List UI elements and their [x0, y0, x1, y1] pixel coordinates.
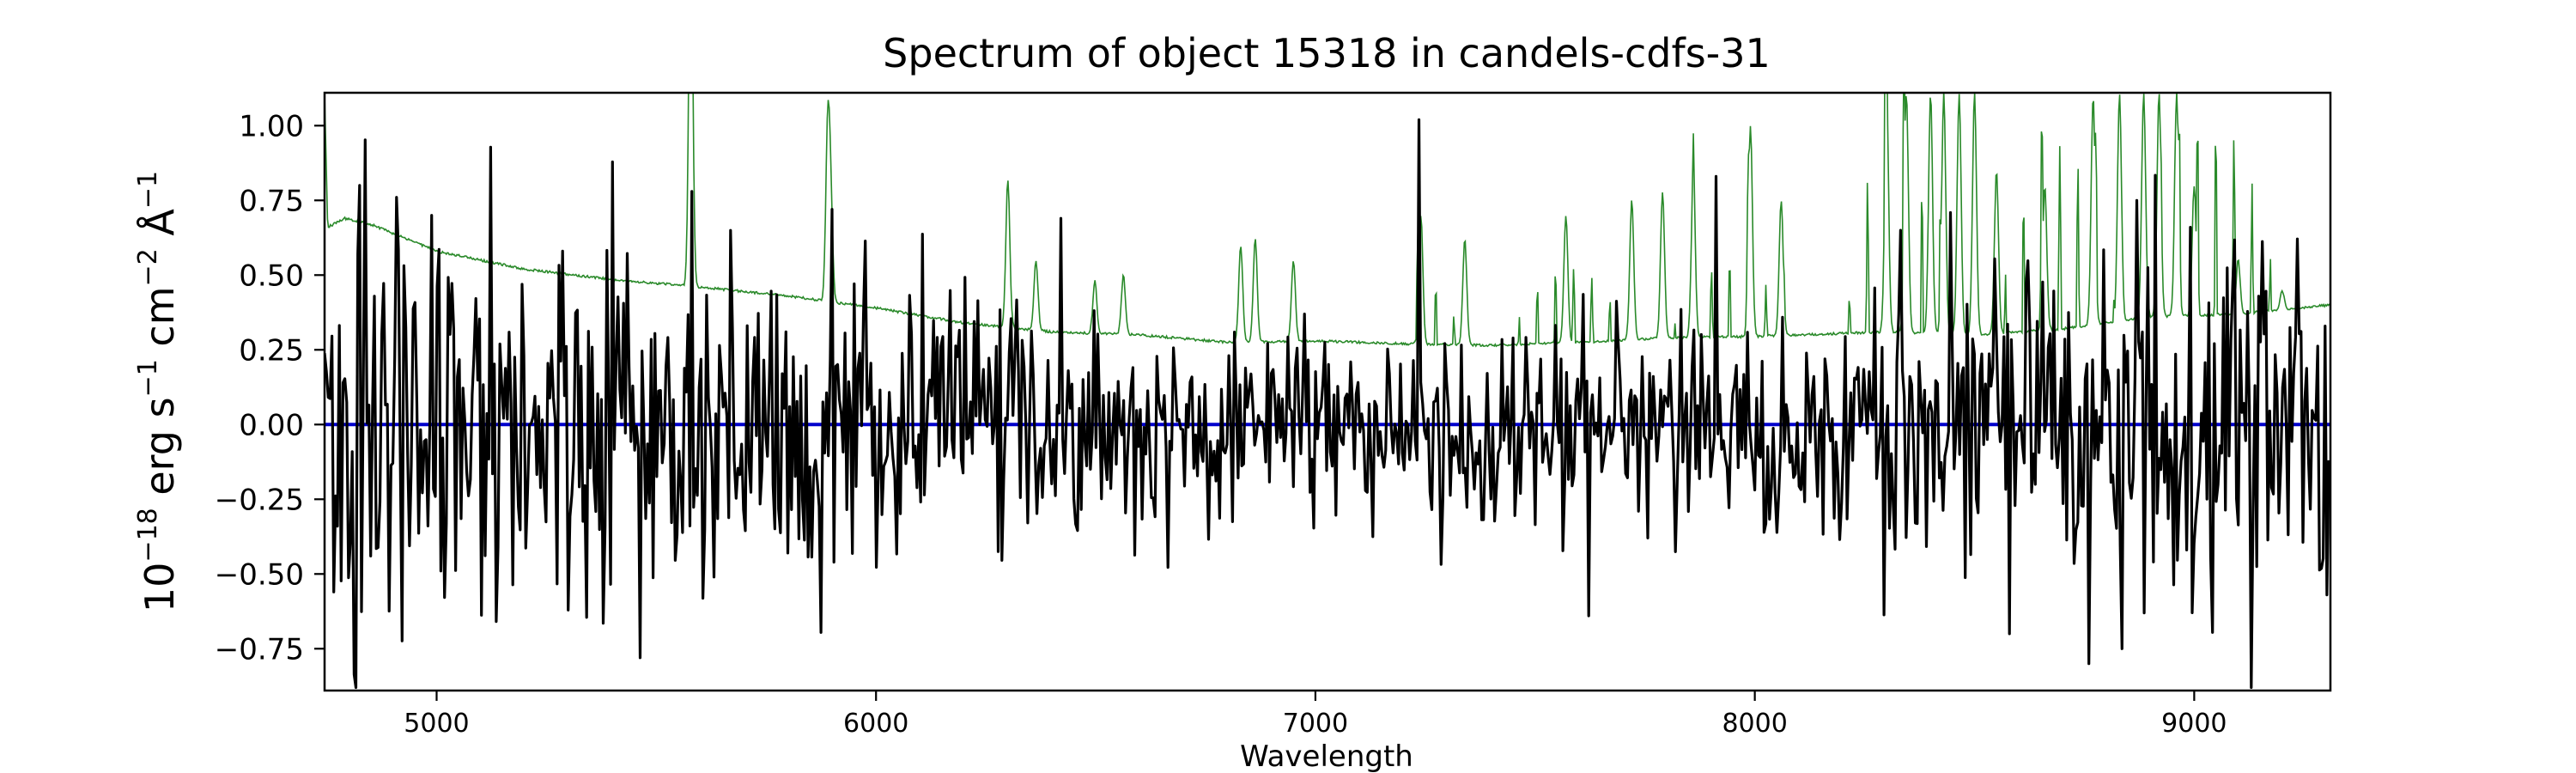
error-spectrum-line: [325, 93, 2330, 348]
y-axis: −0.75 −0.50 −0.25 0.00 0.25 0.50 0.75 1.00: [215, 109, 325, 666]
plot-frame: [323, 91, 2332, 692]
y-tick-label: 0.50: [239, 259, 304, 293]
y-tick-label: 0.00: [239, 408, 304, 442]
y-label-exp-2: −1: [133, 359, 163, 397]
y-label-base: 10: [137, 563, 183, 613]
y-tick-label: −0.25: [215, 483, 304, 517]
y-label-exp-3: −2: [133, 248, 163, 286]
y-tick-label: 0.75: [239, 184, 304, 218]
y-axis-label: 10−18 erg s−1 cm−2 Å−1: [133, 171, 183, 612]
x-tick-label: 5000: [404, 709, 469, 739]
y-label-exp-1: −18: [133, 508, 163, 562]
x-axis: 5000 6000 7000 8000 9000: [404, 691, 2227, 739]
y-tick-label: −0.50: [215, 557, 304, 592]
chart-title: Spectrum of object 15318 in candels-cdfs…: [883, 30, 1771, 76]
x-tick-label: 6000: [843, 709, 908, 739]
flux-spectrum-line: [325, 118, 2330, 690]
y-label-cm: cm: [137, 286, 183, 359]
y-tick-label: 1.00: [239, 109, 304, 143]
x-axis-label: Wavelength: [1240, 740, 1413, 773]
y-label-angstrom: Å: [137, 209, 183, 249]
y-label-exp-4: −1: [133, 171, 163, 209]
plot-area: [325, 93, 2330, 690]
y-label-erg: erg s: [137, 397, 183, 508]
x-tick-label: 7000: [1283, 709, 1348, 739]
x-tick-label: 9000: [2161, 709, 2227, 739]
y-tick-label: −0.75: [215, 632, 304, 666]
x-tick-label: 8000: [1722, 709, 1787, 739]
y-tick-label: 0.25: [239, 333, 304, 368]
